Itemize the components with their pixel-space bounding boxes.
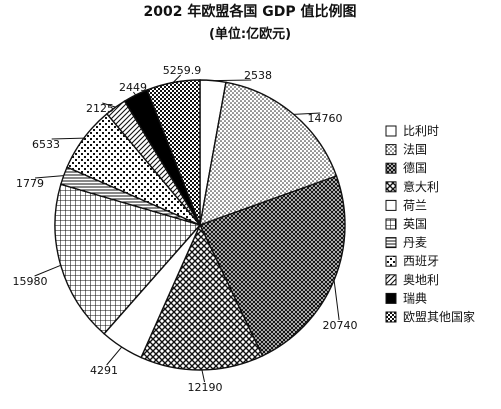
value-label-3: 20740 xyxy=(323,319,358,332)
value-label-7: 1779 xyxy=(16,177,44,190)
value-label-10: 2449 xyxy=(119,81,147,94)
legend-swatch-1 xyxy=(385,125,397,137)
pie-slice-11 xyxy=(146,79,201,226)
legend-label-10: 瑞典 xyxy=(403,291,427,305)
legend-label-7: 丹麦 xyxy=(403,236,427,250)
legend-label-2: 法国 xyxy=(403,143,427,157)
legend-label-1: 比利时 xyxy=(403,124,439,138)
pie-slices xyxy=(54,79,346,371)
pie-slice-4 xyxy=(140,223,264,371)
value-label-1: 2538 xyxy=(244,69,272,82)
leader-line-11 xyxy=(172,74,182,83)
value-labels: 2538 14760 20740 12190 4291 15980 1779 6533 2125… xyxy=(13,64,358,394)
legend-label-8: 西班牙 xyxy=(403,254,439,268)
leader-line-9 xyxy=(102,102,116,108)
legend-swatch-5 xyxy=(385,199,397,211)
legend-swatch-3 xyxy=(385,162,397,174)
value-label-11: 5259.9 xyxy=(163,64,202,77)
leader-line-10 xyxy=(132,91,137,96)
leader-line-4 xyxy=(201,369,206,383)
leader-line-8 xyxy=(51,137,84,140)
value-label-4: 12190 xyxy=(188,381,223,394)
chart-title: 2002 年欧盟各国 GDP 值比例图 xyxy=(144,3,357,20)
pie-slice-6 xyxy=(54,183,202,335)
value-label-9: 2125 xyxy=(86,102,114,115)
legend-label-4: 意大利 xyxy=(403,179,439,194)
legend-swatch-11 xyxy=(385,311,397,323)
legend-label-9: 奥地利 xyxy=(403,273,439,287)
leader-line-6 xyxy=(34,264,61,277)
legend-swatch-9 xyxy=(385,274,397,286)
value-label-5: 4291 xyxy=(90,364,118,377)
legend-label-5: 荷兰 xyxy=(403,198,427,212)
legend-swatch-2 xyxy=(385,144,397,156)
leader-line-7 xyxy=(35,175,64,179)
legend-swatch-10 xyxy=(385,292,397,304)
leader-line-5 xyxy=(106,346,123,366)
leader-line-3 xyxy=(333,280,340,321)
chart-subtitle: (单位:亿欧元) xyxy=(209,26,291,42)
value-label-2: 14760 xyxy=(308,112,343,125)
leader-lines xyxy=(34,74,340,383)
legend-swatch-8 xyxy=(385,255,397,267)
legend-label-3: 德国 xyxy=(403,160,427,175)
value-label-8: 6533 xyxy=(32,138,60,151)
legend-swatch-4 xyxy=(385,181,397,193)
legend-swatch-6 xyxy=(385,218,397,230)
legend-label-11: 欧盟其他国家 xyxy=(403,309,475,324)
legend-label-6: 英国 xyxy=(403,217,427,231)
leader-line-1 xyxy=(213,79,252,82)
leader-line-2 xyxy=(293,112,321,115)
legend-swatch-7 xyxy=(385,237,397,249)
value-label-6: 15980 xyxy=(13,275,48,288)
